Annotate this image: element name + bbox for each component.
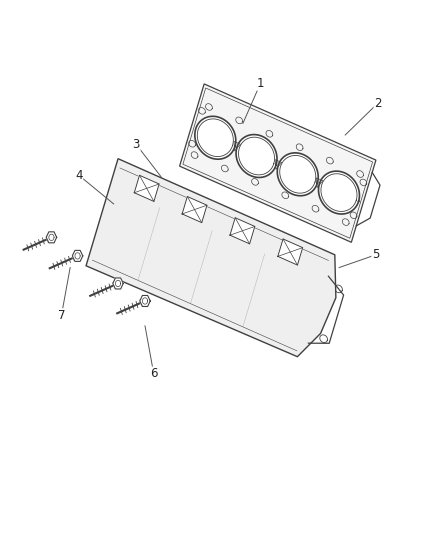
Polygon shape [46,232,57,243]
Text: 1: 1 [257,77,264,90]
Text: 3: 3 [133,138,140,151]
Polygon shape [230,217,255,244]
Polygon shape [185,225,207,246]
Polygon shape [173,272,187,285]
Polygon shape [206,259,223,276]
Polygon shape [138,204,160,226]
Polygon shape [86,159,336,357]
Polygon shape [255,256,278,278]
Polygon shape [227,268,244,285]
Polygon shape [279,266,300,288]
Polygon shape [162,215,184,236]
Text: 4: 4 [75,169,83,182]
Polygon shape [249,305,263,319]
Polygon shape [109,243,123,256]
Polygon shape [113,278,123,289]
Polygon shape [180,247,197,264]
Polygon shape [274,289,291,305]
Polygon shape [202,285,216,298]
Text: 5: 5 [372,248,379,261]
Polygon shape [277,153,318,196]
Polygon shape [318,171,360,214]
Polygon shape [209,236,231,257]
Polygon shape [155,264,169,277]
Polygon shape [113,217,130,234]
Polygon shape [134,227,150,243]
Polygon shape [278,239,303,265]
Polygon shape [253,280,270,296]
Polygon shape [140,295,150,306]
Text: 7: 7 [58,309,65,322]
Polygon shape [236,134,277,177]
Polygon shape [180,84,376,243]
Polygon shape [267,313,281,327]
Polygon shape [182,197,207,223]
Polygon shape [134,175,159,201]
Polygon shape [72,251,83,261]
Polygon shape [115,194,138,215]
Text: 2: 2 [374,96,381,110]
Polygon shape [195,116,236,159]
Text: 6: 6 [150,367,158,380]
Polygon shape [220,293,234,306]
Polygon shape [160,238,177,255]
Polygon shape [127,251,141,264]
Polygon shape [232,246,254,267]
